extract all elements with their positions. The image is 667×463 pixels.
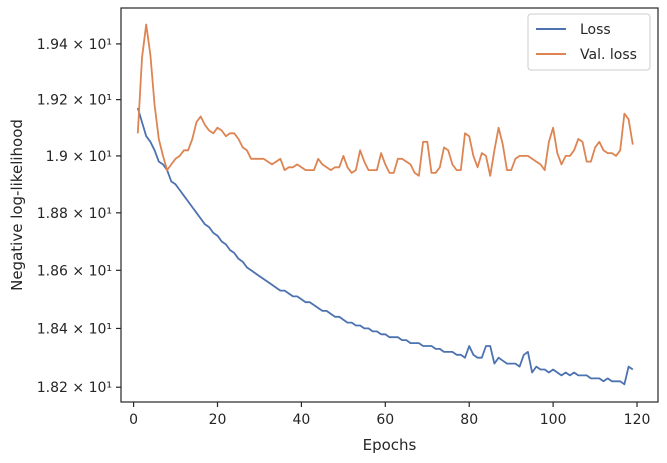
legend-label-loss: Loss [580, 22, 611, 38]
x-axis-label: Epochs [363, 436, 417, 454]
y-tick-label: 1.82 × 10¹ [37, 380, 112, 396]
x-tick-label: 40 [292, 412, 310, 428]
x-tick-label: 120 [624, 412, 651, 428]
x-tick-label: 80 [460, 412, 478, 428]
legend-label-val-loss: Val. loss [580, 47, 637, 63]
y-tick-label: 1.86 × 10¹ [37, 263, 112, 279]
series-layer [136, 23, 634, 386]
y-axis-label: Negative log-likelihood [8, 119, 26, 291]
y-axis: 1.82 × 10¹ 1.84 × 10¹ 1.86 × 10¹ 1.88 × 10¹… [37, 37, 121, 396]
y-tick-label: 1.88 × 10¹ [37, 206, 112, 222]
x-tick-label: 60 [376, 412, 394, 428]
y-tick-label: 1.9 × 10¹ [46, 149, 112, 165]
x-tick-label: 20 [209, 412, 227, 428]
plot-frame [120, 7, 659, 403]
legend: Loss Val. loss [527, 13, 651, 71]
series-line-loss [136, 107, 634, 386]
x-tick-label: 100 [540, 412, 567, 428]
y-tick-label: 1.84 × 10¹ [37, 321, 112, 337]
y-tick-label: 1.94 × 10¹ [37, 37, 112, 53]
y-tick-label: 1.92 × 10¹ [37, 93, 112, 109]
series-line-val-loss [136, 23, 634, 177]
x-axis: 0 20 40 60 80 100 120 [129, 402, 650, 428]
x-tick-label: 0 [129, 412, 138, 428]
